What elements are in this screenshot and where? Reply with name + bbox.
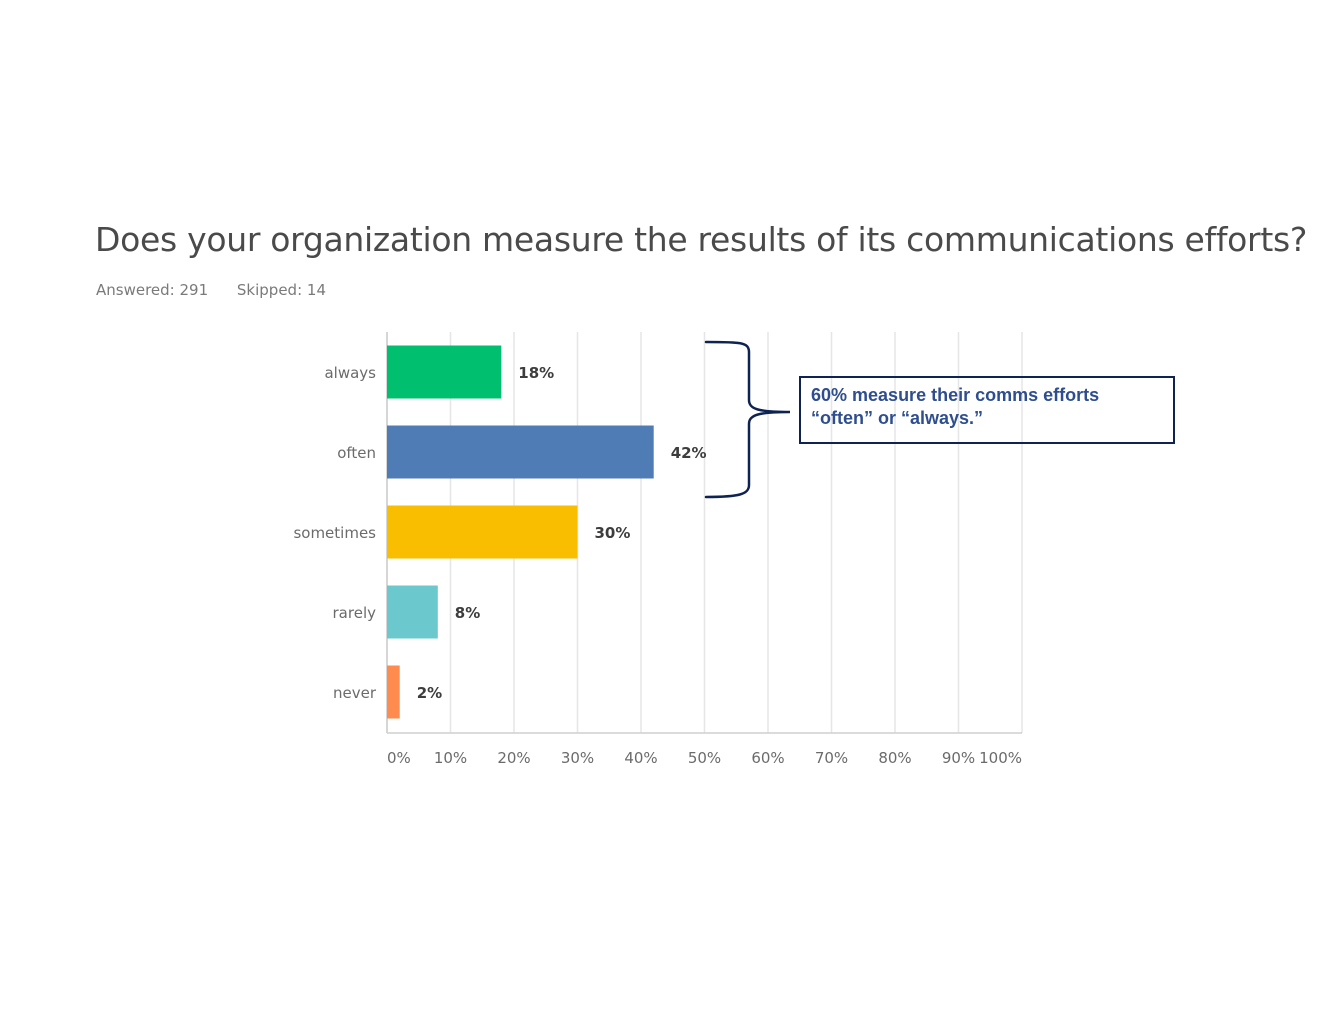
category-label: sometimes bbox=[293, 524, 376, 542]
data-label: 8% bbox=[455, 604, 480, 622]
x-tick-label: 80% bbox=[878, 749, 911, 767]
response-stats: Answered: 291 Skipped: 14 bbox=[96, 281, 326, 299]
bar bbox=[387, 425, 654, 479]
callout-box: 60% measure their comms efforts “often” … bbox=[799, 376, 1175, 444]
bar bbox=[387, 585, 438, 639]
bar bbox=[387, 505, 578, 559]
x-tick-label: 30% bbox=[561, 749, 594, 767]
data-label: 42% bbox=[671, 444, 707, 462]
bar bbox=[387, 665, 400, 719]
x-tick-label: 70% bbox=[815, 749, 848, 767]
labels: 0% 10% 20% 30% 40% 50% 60% 70% 80% 90% 100% always 1… bbox=[293, 364, 1022, 767]
x-tick-label: 0% bbox=[387, 749, 411, 767]
callout-line-2: “often” or “always.” bbox=[811, 408, 984, 428]
callout-bracket bbox=[704, 340, 791, 499]
x-tick-label: 40% bbox=[624, 749, 657, 767]
category-label: often bbox=[337, 444, 376, 462]
bars bbox=[387, 345, 654, 719]
data-label: 18% bbox=[518, 364, 554, 382]
data-label: 30% bbox=[595, 524, 631, 542]
category-label: rarely bbox=[333, 604, 377, 622]
x-tick-label: 20% bbox=[497, 749, 530, 767]
answered-count: Answered: 291 bbox=[96, 281, 209, 299]
x-tick-label: 60% bbox=[751, 749, 784, 767]
x-tick-label: 90% bbox=[942, 749, 975, 767]
data-label: 2% bbox=[417, 684, 442, 702]
x-tick-label: 10% bbox=[434, 749, 467, 767]
gridlines bbox=[386, 332, 1023, 734]
bar bbox=[387, 345, 502, 399]
category-label: always bbox=[324, 364, 376, 382]
x-tick-label: 50% bbox=[688, 749, 721, 767]
question-title: Does your organization measure the resul… bbox=[95, 220, 1308, 259]
callout-line-1: 60% measure their comms efforts bbox=[811, 385, 1100, 405]
category-label: never bbox=[333, 684, 377, 702]
x-tick-label: 100% bbox=[979, 749, 1022, 767]
skipped-count: Skipped: 14 bbox=[236, 281, 326, 299]
